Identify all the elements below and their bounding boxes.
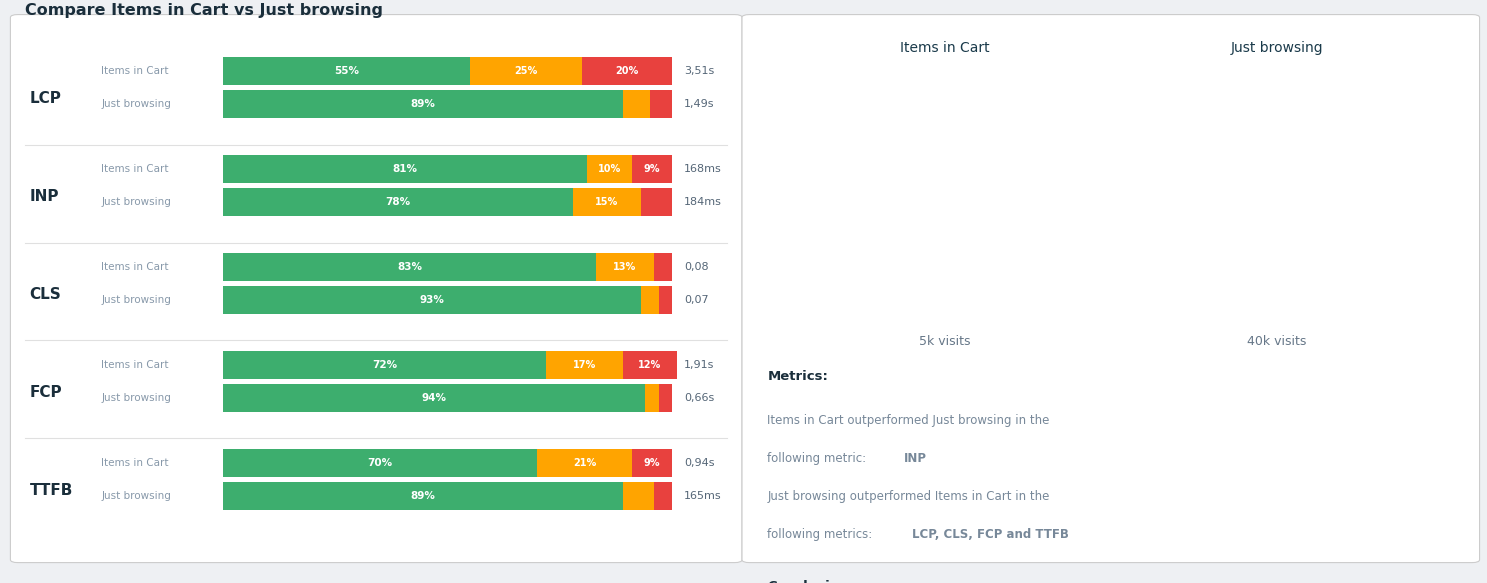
Text: Items in Cart outperformed Just browsing in the: Items in Cart outperformed Just browsing… [767, 414, 1050, 427]
Text: 25%: 25% [515, 66, 538, 76]
Text: 0,07: 0,07 [684, 294, 709, 305]
Text: Just browsing: Just browsing [101, 294, 171, 305]
Text: 165ms: 165ms [684, 490, 721, 501]
Text: 1,91s: 1,91s [684, 360, 714, 370]
Text: 184ms: 184ms [684, 196, 721, 207]
Text: 89%: 89% [410, 99, 436, 109]
Text: Items in Cart: Items in Cart [101, 164, 168, 174]
Text: 40k visits: 40k visits [1248, 335, 1307, 348]
Text: Items in Cart: Items in Cart [900, 41, 989, 55]
Text: Just browsing: Just browsing [101, 392, 171, 403]
Text: Compare Items in Cart vs Just browsing: Compare Items in Cart vs Just browsing [25, 3, 384, 18]
Text: 0,08: 0,08 [684, 262, 709, 272]
Wedge shape [880, 156, 1010, 287]
Text: 89: 89 [1258, 211, 1297, 239]
Text: Items in Cart: Items in Cart [101, 458, 168, 468]
Text: 81%: 81% [393, 164, 418, 174]
Wedge shape [1236, 156, 1277, 185]
Text: 5k visits: 5k visits [919, 335, 971, 348]
Text: following metric:: following metric: [767, 452, 870, 465]
Text: Metrics:: Metrics: [767, 370, 828, 383]
Wedge shape [1212, 156, 1343, 287]
Text: 78%: 78% [385, 196, 410, 207]
Text: 55%: 55% [335, 66, 358, 76]
Text: Items in Cart: Items in Cart [101, 262, 168, 272]
Text: CLS: CLS [30, 287, 61, 302]
Text: INP: INP [904, 452, 926, 465]
Text: 89%: 89% [410, 490, 436, 501]
Text: INP: INP [30, 189, 59, 204]
Text: 72: 72 [925, 211, 964, 239]
Text: Just browsing outperformed Items in Cart in the: Just browsing outperformed Items in Cart… [767, 490, 1050, 503]
Text: 13%: 13% [613, 262, 636, 272]
Text: 20%: 20% [616, 66, 639, 76]
Text: FCP: FCP [30, 385, 62, 400]
Text: Just browsing: Just browsing [101, 99, 171, 109]
Text: 15%: 15% [595, 196, 619, 207]
Text: Just browsing: Just browsing [101, 196, 171, 207]
Text: 83%: 83% [397, 262, 422, 272]
Text: 0,94s: 0,94s [684, 458, 715, 468]
Text: LCP: LCP [30, 91, 61, 106]
Wedge shape [879, 156, 944, 234]
Text: 70%: 70% [367, 458, 393, 468]
Text: Just browsing: Just browsing [101, 490, 171, 501]
Text: Just browsing: Just browsing [1231, 41, 1323, 55]
Text: 93%: 93% [419, 294, 445, 305]
Text: 10%: 10% [598, 164, 622, 174]
Text: Items in Cart: Items in Cart [101, 360, 168, 370]
Text: LCP, CLS, FCP and TTFB: LCP, CLS, FCP and TTFB [912, 528, 1068, 540]
Text: 0,66s: 0,66s [684, 392, 714, 403]
Text: following metrics:: following metrics: [767, 528, 876, 540]
Text: Conclusion:: Conclusion: [767, 580, 854, 583]
Text: 72%: 72% [372, 360, 397, 370]
Text: 9%: 9% [644, 458, 660, 468]
Text: TTFB: TTFB [30, 483, 73, 498]
Text: 1,49s: 1,49s [684, 99, 715, 109]
Text: 17%: 17% [572, 360, 596, 370]
Text: Items in Cart: Items in Cart [101, 66, 168, 76]
Text: 12%: 12% [638, 360, 662, 370]
Text: 94%: 94% [422, 392, 446, 403]
Text: 21%: 21% [572, 458, 596, 468]
Text: 168ms: 168ms [684, 164, 721, 174]
Text: 3,51s: 3,51s [684, 66, 714, 76]
Text: 9%: 9% [644, 164, 660, 174]
